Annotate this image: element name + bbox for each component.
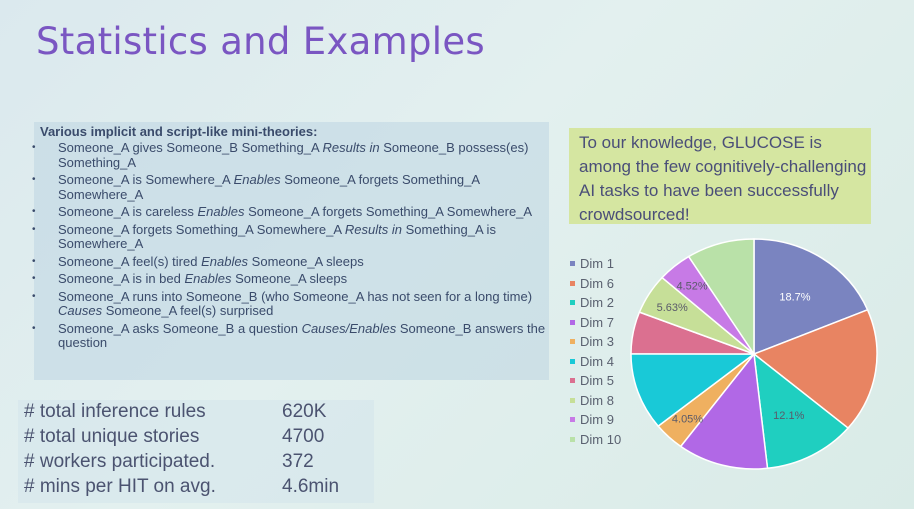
- examples-heading: Various implicit and script-like mini-th…: [40, 124, 318, 139]
- bullet-icon: •: [32, 223, 36, 235]
- stat-label: # mins per HIT on avg.: [24, 476, 216, 497]
- legend-swatch: [570, 358, 575, 364]
- stat-value: 372: [282, 451, 314, 472]
- stat-label: # total inference rules: [24, 401, 206, 422]
- bullet-icon: •: [32, 142, 36, 153]
- relation-text: Results in: [344, 221, 402, 237]
- legend-swatch: [570, 397, 575, 403]
- bullet-icon: •: [32, 255, 36, 267]
- example-text: Someone_A runs into Someone_B (who Someo…: [58, 288, 533, 304]
- pie-slice-dim-10: [687, 238, 755, 357]
- bullet-icon: •: [32, 273, 36, 284]
- example-text: Someone_A forgets Something_A Somewhere_…: [58, 221, 345, 237]
- stat-value: 4.6min: [282, 476, 340, 497]
- pie-data-label: 4.52%: [676, 281, 707, 293]
- legend-label: Dim 9: [580, 412, 614, 427]
- legend-swatch: [570, 339, 575, 344]
- legend-label: Dim 2: [580, 295, 614, 310]
- example-text: Someone_A is in bed: [58, 271, 185, 286]
- example-text: Someone_A is Somewhere_A: [58, 172, 234, 187]
- example-text: Someone_B possess(es) Something_A: [58, 140, 529, 170]
- pie-slice-dim-6: [752, 308, 878, 430]
- example-item: • Someone_A is in bed Enables Someone_A s…: [30, 271, 550, 287]
- example-text: Someone_A forgets Something_A Somewhere_…: [244, 204, 533, 219]
- bullet-icon: •: [32, 174, 36, 185]
- callout-box: To our knowledge, GLUCOSE is among the f…: [569, 128, 871, 224]
- example-text: Someone_A asks Someone_B a question: [58, 320, 302, 336]
- relation-text: Causes: [58, 303, 103, 318]
- legend-swatch: [570, 436, 575, 442]
- legend-swatch: [570, 417, 575, 422]
- pie-data-label: 5.63%: [657, 302, 688, 314]
- bullet-icon: •: [32, 322, 36, 334]
- stat-value: 4700: [282, 426, 325, 447]
- legend-label: Dim 1: [580, 256, 614, 271]
- example-text: Someone_A feel(s) surprised: [102, 303, 274, 318]
- legend-label: Dim 6: [580, 275, 614, 291]
- bullet-icon: •: [32, 290, 36, 302]
- pie-data-label: 4.05%: [672, 414, 703, 426]
- relation-text: Enables: [201, 253, 249, 269]
- example-text: Someone_A is careless: [58, 204, 198, 219]
- legend-label: Dim 4: [580, 353, 614, 369]
- example-text: Someone_A feel(s) tired: [58, 253, 202, 269]
- pie-slice-dim-4: [630, 353, 757, 428]
- relation-text: Results in: [322, 140, 380, 155]
- relation-text: Enables: [233, 172, 281, 187]
- legend-label: Dim 3: [580, 334, 614, 349]
- examples-panel: [34, 122, 549, 380]
- examples-list: • Someone_A gives Someone_B Something_A R…: [30, 140, 550, 354]
- example-item: • Someone_A feel(s) tired Enables Someone…: [30, 253, 550, 270]
- pie-slice-dim-2: [753, 352, 850, 470]
- example-item: • Someone_A gives Someone_B Something_A R…: [30, 140, 550, 170]
- legend-swatch: [570, 378, 575, 383]
- example-item: • Someone_A asks Someone_B a question Cau…: [30, 320, 550, 351]
- pie-slice-dim-1: [753, 238, 869, 356]
- legend-label: Dim 10: [580, 431, 622, 447]
- slide-title: Statistics and Examples: [36, 20, 485, 63]
- legend-label: Dim 7: [580, 314, 614, 330]
- example-item: • Someone_A is careless Enables Someone_A…: [30, 204, 550, 220]
- stat-label: # total unique stories: [24, 426, 200, 447]
- relation-text: Causes/Enables: [301, 320, 397, 336]
- pie-data-label: 12.1%: [773, 410, 804, 422]
- example-text: Someone_A sleeps: [231, 271, 348, 286]
- example-item: • Someone_A forgets Something_A Somewhere…: [30, 221, 550, 252]
- relation-text: Enables: [197, 204, 245, 219]
- example-text: Something_A is Somewhere_A: [58, 221, 496, 251]
- relation-text: Enables: [184, 271, 232, 286]
- legend-label: Dim 5: [580, 373, 614, 388]
- pie-slice-dim-7: [679, 352, 769, 470]
- example-text: Someone_A gives Someone_B Something_A: [58, 140, 323, 155]
- legend-swatch: [570, 261, 575, 266]
- legend-swatch: [570, 319, 575, 325]
- stat-value: 620K: [282, 401, 327, 422]
- legend-label: Dim 8: [580, 392, 614, 408]
- example-text: Someone_A forgets Something_A Somewhere_…: [58, 172, 480, 202]
- stat-label: # workers participated.: [24, 451, 216, 472]
- stats-panel: [18, 400, 374, 503]
- bullet-icon: •: [32, 206, 36, 217]
- example-text: Someone_A sleeps: [248, 253, 364, 269]
- example-text: Someone_B answers the question: [58, 320, 546, 350]
- legend-swatch: [570, 280, 575, 286]
- legend-swatch: [570, 300, 575, 305]
- pie-data-label: 18.7%: [779, 292, 810, 304]
- example-item: • Someone_A is Somewhere_A Enables Someon…: [30, 172, 550, 202]
- example-item: • Someone_A runs into Someone_B (who Some…: [30, 288, 550, 319]
